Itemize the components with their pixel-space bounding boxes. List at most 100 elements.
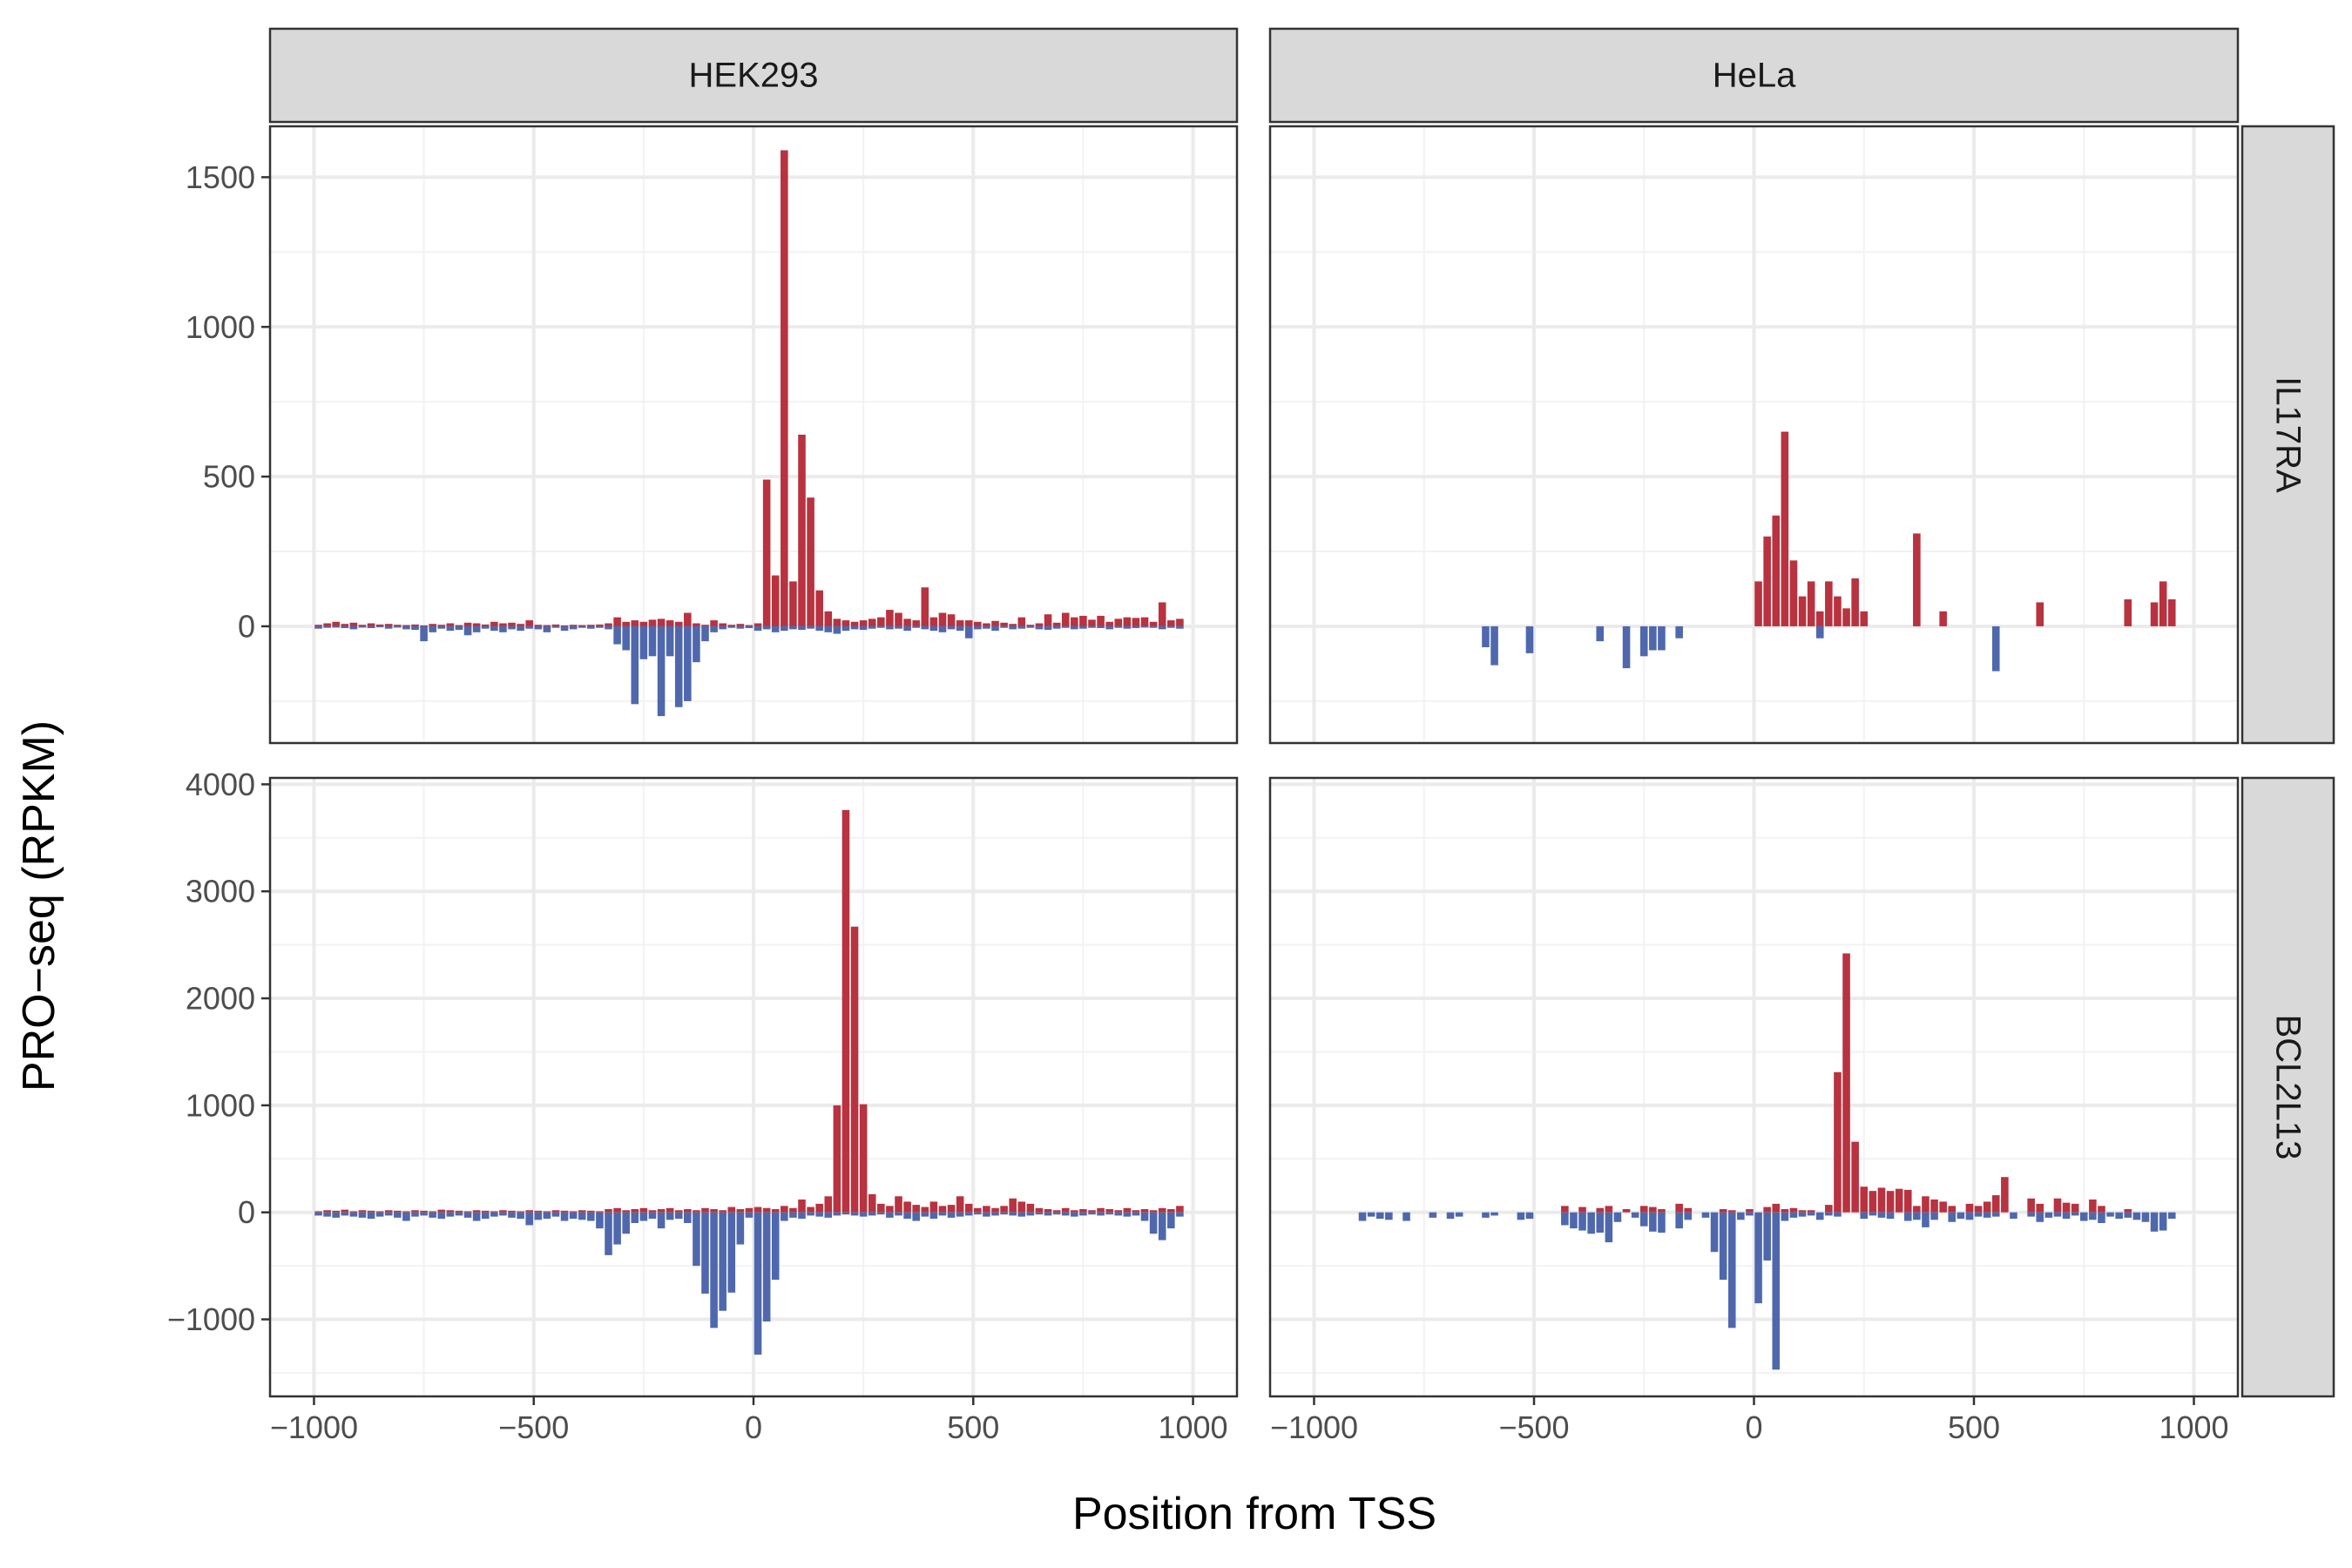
bar-plus-strand [2027, 1198, 2035, 1213]
bar-plus-strand [1052, 1210, 1061, 1213]
bar-minus-strand [789, 1212, 797, 1218]
bar-plus-strand [2001, 1177, 2009, 1213]
bar-plus-strand [1044, 614, 1052, 626]
bar-plus-strand [1114, 1210, 1123, 1213]
bar-minus-strand [1525, 625, 1534, 653]
bar-minus-strand [1123, 1212, 1132, 1217]
bar-minus-strand [754, 1212, 762, 1355]
bar-plus-strand [841, 809, 850, 1213]
bar-plus-strand [596, 1211, 604, 1213]
bar-plus-strand [1675, 1203, 1683, 1213]
bar-plus-strand [1105, 621, 1113, 626]
bar-minus-strand [1957, 1212, 1965, 1220]
bar-minus-strand [877, 625, 885, 628]
bar-minus-strand [684, 1212, 692, 1224]
column-strip-hek293: HEK293 [268, 27, 1239, 124]
bar-minus-strand [1044, 1212, 1052, 1216]
bar-minus-strand [472, 625, 481, 632]
x-tick-label: 500 [947, 1409, 999, 1445]
bar-plus-strand [1140, 1209, 1149, 1213]
bar-plus-strand [833, 618, 841, 626]
bar-minus-strand [877, 1212, 885, 1215]
strip-background [2240, 776, 2335, 1398]
bar-minus-strand [1710, 1212, 1719, 1253]
bar-minus-strand [1719, 1212, 1727, 1281]
row-strip-label: IL17RA [2269, 376, 2308, 493]
bar-minus-strand [2089, 1212, 2097, 1220]
bar-minus-strand [1482, 625, 1490, 648]
x-tick-label: −500 [498, 1409, 569, 1445]
bar-minus-strand [1903, 1212, 1912, 1221]
bar-minus-strand [1455, 1212, 1463, 1217]
bar-minus-strand [605, 625, 612, 630]
bar-plus-strand [693, 623, 700, 626]
y-tick-label: 1000 [186, 1087, 255, 1123]
bar-minus-strand [929, 1212, 938, 1220]
bar-minus-strand [807, 1212, 814, 1216]
bar-minus-strand [446, 1212, 455, 1217]
bar-minus-strand [657, 625, 666, 717]
bar-minus-strand [1105, 1212, 1113, 1215]
bar-plus-strand [1877, 1187, 1886, 1213]
bar-plus-strand [1044, 1209, 1052, 1213]
bar-minus-strand [727, 1212, 736, 1293]
bar-plus-strand [983, 623, 990, 626]
bar-plus-strand [1017, 617, 1026, 626]
bar-plus-strand [1763, 1206, 1771, 1213]
bar-plus-strand [1834, 1071, 1842, 1213]
bar-minus-strand [446, 625, 455, 632]
bar-plus-strand [1649, 1206, 1657, 1213]
bar-minus-strand [367, 625, 375, 629]
bar-minus-strand [384, 1212, 393, 1216]
bar-plus-strand [2098, 1206, 2105, 1213]
bar-minus-strand [463, 1212, 472, 1218]
axes-layer: 0 500 1000 1500 −1000 0 1000 2000 3000 4000 −1000 −… [167, 159, 2229, 1445]
bar-plus-strand [349, 622, 358, 626]
bar-minus-strand [1052, 1212, 1061, 1215]
bar-minus-strand [639, 625, 648, 659]
bar-plus-strand [1930, 1199, 1938, 1213]
bar-minus-strand [605, 1212, 612, 1255]
bar-plus-strand [1789, 1207, 1798, 1213]
bar-plus-strand [1578, 1206, 1586, 1213]
bar-plus-strand [666, 1207, 674, 1213]
bar-minus-strand [710, 1212, 718, 1328]
bar-minus-strand [349, 625, 358, 630]
panel-bcl2l13-hek293 [268, 776, 1239, 1398]
bar-minus-strand [543, 1212, 551, 1220]
bar-minus-strand [1009, 1212, 1017, 1216]
y-tick-label: 2000 [186, 981, 255, 1017]
bar-minus-strand [560, 625, 569, 632]
bar-minus-strand [455, 1212, 463, 1216]
bar-plus-strand [323, 1210, 331, 1213]
bar-plus-strand [1798, 596, 1807, 626]
bar-plus-strand [1158, 602, 1166, 626]
bar-plus-strand [384, 624, 393, 626]
bar-minus-strand [1000, 1212, 1008, 1215]
bar-plus-strand [674, 621, 683, 626]
bar-plus-strand [314, 1211, 322, 1213]
bar-plus-strand [762, 479, 771, 626]
bar-plus-strand [754, 623, 762, 626]
bar-minus-strand [983, 1212, 990, 1217]
bar-plus-strand [859, 620, 868, 626]
strip-background [2240, 125, 2335, 745]
bar-minus-strand [1071, 1212, 1078, 1217]
bar-minus-strand [798, 1212, 806, 1220]
y-tick-label: 1000 [186, 309, 255, 345]
bar-plus-strand [1939, 1201, 1947, 1213]
bar-minus-strand [1913, 1212, 1921, 1220]
bar-plus-strand [341, 624, 349, 626]
bar-plus-strand [2124, 599, 2132, 626]
bar-minus-strand [1974, 1212, 1983, 1217]
bar-plus-strand [499, 1210, 507, 1213]
bar-minus-strand [947, 1212, 956, 1218]
bar-minus-strand [517, 1212, 524, 1220]
bar-plus-strand [605, 1209, 612, 1213]
bar-minus-strand [798, 625, 806, 631]
bar-plus-strand [815, 590, 823, 626]
row-strip-label: BCL2L13 [2269, 1015, 2308, 1160]
bar-minus-strand [551, 625, 560, 628]
bar-minus-strand [2079, 1212, 2088, 1221]
